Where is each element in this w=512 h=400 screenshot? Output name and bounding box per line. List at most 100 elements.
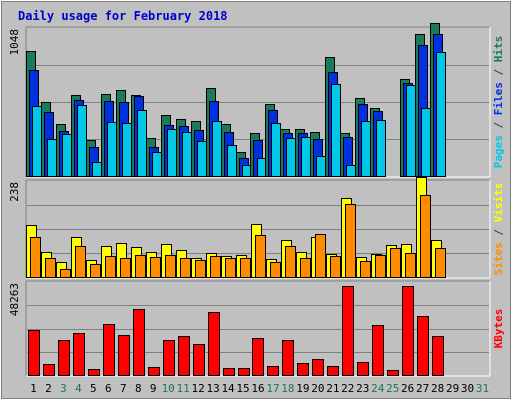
bar-pages-day-8: [137, 110, 147, 177]
bar-sites-day-24: [375, 255, 386, 278]
bar-sites-day-14: [225, 258, 236, 278]
bar-kbytes-day-2: [43, 364, 55, 376]
bar-kbytes-day-19: [297, 363, 309, 376]
bar-sites-day-4: [75, 246, 86, 278]
bar-pages-day-6: [107, 122, 117, 177]
bar-pages-day-3: [62, 134, 72, 177]
bar-kbytes-day-9: [148, 367, 160, 376]
bar-pages-day-26: [406, 85, 416, 177]
bar-sites-day-2: [45, 258, 56, 278]
bar-sites-day-28: [435, 248, 446, 278]
x-tick-label-day-1: 1: [30, 382, 37, 395]
bar-sites-day-11: [180, 258, 191, 278]
x-tick-label-day-11: 11: [177, 382, 190, 395]
panel-visits: 238 Sites / Visits: [8, 177, 505, 279]
bar-kbytes-day-25: [387, 370, 399, 376]
legend-part: /: [492, 115, 505, 135]
legend-part: Sites: [492, 242, 505, 275]
bar-pages-day-10: [167, 129, 177, 177]
x-tick-label-day-5: 5: [90, 382, 97, 395]
bar-sites-day-20: [315, 234, 326, 278]
bar-sites-day-18: [285, 246, 296, 278]
x-tick-label-day-9: 9: [150, 382, 157, 395]
bar-sites-day-12: [195, 260, 206, 278]
bar-pages-day-21: [331, 84, 341, 177]
bar-pages-day-4: [77, 105, 87, 177]
legend-part: Files: [492, 82, 505, 115]
panel-kbytes: 48263 KBytes: [8, 280, 505, 377]
bar-sites-day-7: [120, 258, 131, 278]
bar-kbytes-day-20: [312, 359, 324, 376]
x-tick-label-day-28: 28: [431, 382, 444, 395]
bar-pages-day-2: [47, 139, 57, 177]
x-tick-label-day-31: 31: [476, 382, 489, 395]
bar-kbytes-day-23: [357, 362, 369, 376]
x-tick-label-day-20: 20: [311, 382, 324, 395]
bar-kbytes-day-1: [28, 330, 40, 376]
bar-sites-day-8: [135, 255, 146, 278]
bar-pages-day-28: [436, 52, 446, 177]
x-tick-label-day-27: 27: [416, 382, 429, 395]
bar-kbytes-day-11: [178, 336, 190, 376]
bar-kbytes-day-13: [208, 312, 220, 376]
x-tick-label-day-13: 13: [206, 382, 219, 395]
bar-kbytes-day-10: [163, 340, 175, 376]
bar-sites-day-19: [300, 258, 311, 278]
bar-kbytes-day-5: [88, 369, 100, 376]
hits-ymax-label: 1048: [8, 29, 21, 56]
legend-part: Visits: [492, 183, 505, 223]
bar-pages-day-9: [152, 152, 162, 177]
bar-kbytes-day-27: [417, 316, 429, 376]
legend-part: Pages: [492, 135, 505, 168]
x-tick-label-day-19: 19: [296, 382, 309, 395]
legend-part: /: [492, 222, 505, 242]
chart-panels: 1048 Pages / Files / Hits 238 Sites / Visit…: [8, 23, 505, 377]
x-tick-label-day-18: 18: [281, 382, 294, 395]
x-tick-label-day-22: 22: [341, 382, 354, 395]
bar-sites-day-23: [360, 261, 371, 278]
legend-part: Hits: [492, 36, 505, 63]
bar-kbytes-day-7: [118, 335, 130, 376]
bar-kbytes-day-12: [193, 344, 205, 376]
bar-pages-day-13: [212, 121, 222, 177]
x-tick-label-day-2: 2: [45, 382, 52, 395]
bar-pages-day-7: [122, 123, 132, 177]
x-tick-label-day-14: 14: [221, 382, 235, 395]
legend-part: KBytes: [492, 309, 505, 349]
bar-sites-day-26: [405, 253, 416, 278]
bar-sites-day-16: [255, 235, 266, 278]
bar-kbytes-day-14: [223, 368, 235, 376]
x-tick-label-day-6: 6: [105, 382, 112, 395]
bar-sites-day-1: [30, 237, 41, 278]
x-tick-label-day-8: 8: [135, 382, 142, 395]
legend-part: /: [492, 62, 505, 82]
bar-kbytes-day-8: [133, 309, 145, 376]
bar-kbytes-day-6: [103, 324, 115, 376]
bar-sites-day-3: [60, 269, 71, 278]
bar-pages-day-24: [376, 120, 386, 177]
bar-pages-day-19: [301, 137, 311, 177]
bar-kbytes-day-4: [73, 333, 85, 376]
visits-legend-label: Sites / Visits: [492, 183, 505, 276]
bar-kbytes-day-21: [327, 366, 339, 376]
x-tick-label-day-17: 17: [266, 382, 279, 395]
panel-hits: 1048 Pages / Files / Hits: [8, 23, 505, 178]
x-tick-label-day-12: 12: [192, 382, 205, 395]
bar-pages-day-23: [361, 121, 371, 177]
x-tick-label-day-21: 21: [326, 382, 339, 395]
bar-sites-day-22: [345, 204, 356, 278]
bar-pages-day-17: [271, 123, 281, 177]
x-tick-label-day-15: 15: [236, 382, 249, 395]
bar-kbytes-day-28: [432, 336, 444, 376]
x-tick-label-day-10: 10: [162, 382, 175, 395]
bar-sites-day-27: [420, 195, 431, 278]
bar-sites-day-9: [150, 257, 161, 278]
x-tick-label-day-29: 29: [446, 382, 459, 395]
bar-sites-day-6: [105, 256, 116, 278]
x-tick-label-day-3: 3: [60, 382, 67, 395]
bar-pages-day-12: [197, 141, 207, 177]
bar-pages-day-11: [182, 132, 192, 177]
bar-kbytes-day-3: [58, 340, 70, 376]
